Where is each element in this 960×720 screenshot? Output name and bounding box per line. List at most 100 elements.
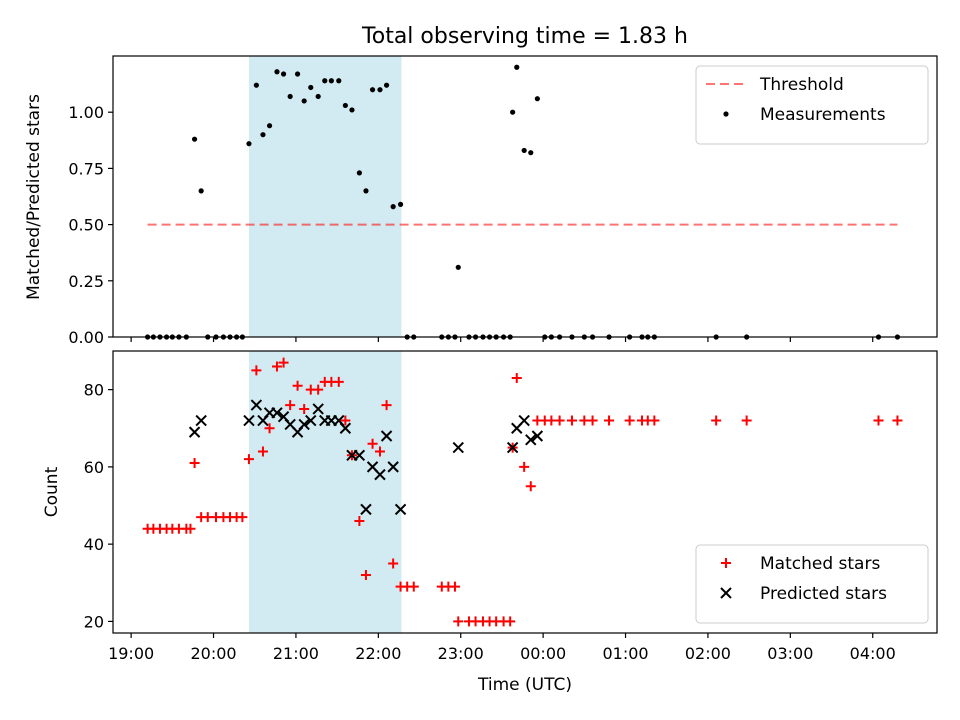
matched-star-marker	[587, 415, 598, 426]
matched-star-marker	[333, 376, 344, 387]
top-panel: 0.00 0.25 0.50 0.75 1.00 Threshold Measurement…	[68, 55, 938, 347]
measurement-point	[349, 107, 355, 113]
matched-star-marker	[367, 438, 378, 449]
y-tick-label: 80	[84, 381, 104, 400]
measurement-point	[455, 264, 461, 270]
measurement-point	[315, 93, 321, 100]
predicted-star-marker	[374, 468, 386, 481]
x-tick-label: 21:00	[273, 644, 319, 663]
y-tick-label: 20	[84, 612, 104, 631]
matched-star-marker	[374, 446, 385, 457]
measurement-point	[356, 170, 362, 176]
x-tick-label: 01:00	[602, 644, 648, 663]
y-tick-label: 0.50	[68, 216, 104, 235]
matched-star-marker	[873, 415, 884, 426]
x-tick-label: 04:00	[850, 644, 896, 663]
measurement-point	[514, 64, 520, 70]
legend-dot-swatch	[723, 111, 729, 117]
measurement-point	[294, 71, 301, 77]
measurement-point	[191, 136, 198, 142]
matched-star-marker	[711, 415, 722, 426]
predicted-star-marker	[506, 441, 519, 454]
measurement-point	[397, 201, 404, 207]
y-tick-label: 0.75	[68, 159, 104, 178]
matched-star-marker	[449, 581, 460, 592]
matched-star-marker	[243, 454, 254, 465]
matched-star-marker	[299, 403, 310, 414]
legend-label: Threshold	[759, 75, 844, 95]
predicted-star-marker	[353, 449, 366, 462]
highlight-band	[248, 56, 402, 337]
measurement-point	[383, 82, 390, 88]
matched-star-marker	[185, 523, 196, 534]
measurement-point	[301, 98, 307, 104]
predicted-star-marker	[380, 430, 393, 442]
matched-star-marker	[453, 616, 464, 627]
x-tick-label: 19:00	[108, 644, 154, 663]
measurement-point	[336, 78, 342, 84]
chart-title: Total observing time = 1.83 h	[361, 24, 688, 49]
measurement-point	[510, 109, 516, 115]
predicted-star-marker	[188, 426, 201, 438]
x-tick-label: 00:00	[520, 644, 566, 663]
legend: Matched stars Predicted stars	[695, 544, 929, 624]
legend-box	[695, 65, 929, 145]
measurement-point	[260, 132, 266, 138]
legend-label: Predicted stars	[760, 584, 887, 604]
highlight-band	[248, 351, 402, 633]
legend-box	[695, 544, 929, 624]
predicted-star-marker	[525, 434, 537, 446]
matched-star-marker	[388, 558, 399, 569]
matched-star-marker	[408, 581, 419, 592]
predicted-star-marker	[250, 399, 263, 411]
measurement-point	[342, 102, 348, 109]
measurement-point	[528, 150, 534, 156]
matched-star-marker	[604, 415, 615, 426]
matched-star-marker	[264, 423, 275, 434]
measurement-point	[280, 71, 287, 77]
measurement-point	[369, 87, 376, 93]
measurement-point	[521, 147, 527, 154]
x-tick-label: 02:00	[685, 644, 731, 663]
matched-star-marker	[271, 361, 282, 372]
measurement-point	[246, 141, 252, 147]
x-tick-label: 23:00	[438, 644, 484, 663]
matched-star-marker	[257, 446, 268, 457]
measurement-point	[308, 84, 314, 91]
measurement-point	[534, 96, 540, 102]
measurement-point	[274, 69, 280, 75]
y-tick-label: 60	[84, 458, 104, 477]
series-predicted-stars	[188, 399, 544, 516]
bottom-panel: 20 40 60 80 19:00 20:00 21:00 22:00 23:00 00:00 01…	[84, 350, 938, 663]
matched-star-marker	[381, 400, 392, 411]
x-axis-label: Time (UTC)	[477, 675, 572, 695]
legend-label: Measurements	[760, 105, 886, 125]
matched-star-marker	[525, 481, 536, 492]
legend: Threshold Measurements	[695, 65, 929, 145]
x-tick-label: 22:00	[355, 644, 401, 663]
predicted-star-marker	[518, 414, 530, 427]
x-tick-label: 03:00	[767, 644, 813, 663]
measurement-point	[328, 78, 334, 84]
legend-label: Matched stars	[760, 554, 880, 574]
predicted-star-marker	[339, 422, 352, 434]
series-measurements	[145, 64, 901, 340]
matched-star-marker	[251, 365, 262, 376]
matched-star-marker	[237, 512, 248, 523]
matched-star-marker	[354, 515, 365, 526]
y-tick-label: 0.25	[68, 272, 104, 291]
measurement-point	[377, 87, 383, 93]
axes-frame	[112, 350, 938, 634]
measurement-point	[266, 123, 273, 129]
matched-star-marker	[511, 373, 522, 384]
axes-frame	[112, 55, 938, 338]
matched-star-marker	[554, 415, 565, 426]
predicted-star-marker	[394, 503, 407, 516]
matched-star-marker	[360, 570, 371, 581]
predicted-star-marker	[298, 418, 310, 431]
matched-star-marker	[624, 415, 635, 426]
predicted-star-marker	[531, 430, 544, 442]
matched-star-marker	[285, 400, 296, 411]
predicted-star-marker	[360, 503, 372, 516]
